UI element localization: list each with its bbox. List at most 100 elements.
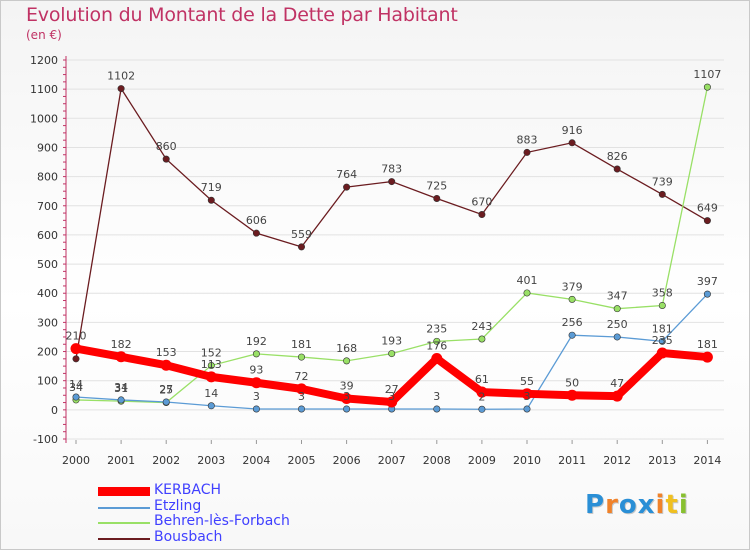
data-label: 14 — [69, 378, 83, 391]
data-point — [523, 405, 531, 413]
data-point — [658, 337, 666, 345]
data-point — [388, 350, 396, 358]
data-label: 379 — [562, 280, 583, 293]
data-label: 256 — [562, 316, 583, 329]
data-label: 739 — [652, 175, 673, 188]
data-point — [297, 243, 305, 251]
data-point — [296, 383, 307, 395]
data-label: 1102 — [107, 70, 135, 83]
data-point — [613, 305, 621, 313]
data-point — [658, 190, 666, 198]
logo-letter: r — [605, 490, 619, 520]
data-label: 235 — [426, 322, 447, 335]
legend-swatch — [98, 487, 150, 496]
data-label: 3 — [298, 390, 305, 403]
chart-title: Evolution du Montant de la Dette par Hab… — [26, 4, 458, 26]
data-point — [297, 405, 305, 413]
data-point — [70, 343, 82, 355]
x-tick-label: 2007 — [378, 454, 406, 467]
legend-item: Behren-lès-Forbach — [98, 513, 358, 530]
data-point — [207, 362, 215, 370]
y-tick-label: 1100 — [30, 83, 58, 96]
legend-swatch — [98, 537, 150, 540]
data-point — [568, 139, 576, 147]
data-point — [252, 405, 260, 413]
data-point — [656, 347, 668, 359]
data-label: 3 — [343, 390, 350, 403]
x-tick-label: 2014 — [693, 454, 721, 467]
data-point — [523, 148, 531, 156]
data-point — [162, 398, 170, 406]
data-point — [613, 333, 621, 341]
data-point — [386, 396, 398, 408]
data-point — [117, 85, 125, 93]
proxiti-logo: Proxiti — [585, 490, 689, 520]
data-label: 3 — [433, 390, 440, 403]
data-point — [388, 178, 396, 186]
x-tick-label: 2005 — [288, 454, 316, 467]
data-label: 152 — [201, 347, 222, 360]
data-point — [478, 335, 486, 343]
data-label: 916 — [562, 124, 583, 137]
data-point — [431, 353, 443, 365]
data-label: 168 — [336, 342, 357, 355]
data-label: 27 — [385, 383, 399, 396]
data-point — [658, 301, 666, 309]
data-label: 649 — [697, 202, 718, 215]
data-point — [478, 211, 486, 219]
data-point — [433, 194, 441, 202]
data-label: 210 — [66, 330, 87, 343]
logo-letter: i — [678, 490, 689, 520]
logo-letter: i — [655, 490, 666, 520]
data-label: 192 — [246, 335, 267, 348]
data-label: 719 — [201, 181, 222, 194]
data-point — [568, 295, 576, 303]
x-tick-label: 2012 — [603, 454, 631, 467]
legend-item: Etzling — [98, 498, 358, 515]
data-point — [117, 396, 125, 404]
data-label: 3 — [388, 390, 395, 403]
data-point — [162, 155, 170, 163]
data-label: 181 — [652, 322, 673, 335]
data-point — [476, 386, 488, 398]
data-label: 182 — [111, 338, 132, 351]
logo-letter: t — [665, 490, 679, 520]
legend-item: KERBACH — [98, 482, 358, 499]
logo-letter: o — [618, 490, 638, 520]
data-label: 3 — [253, 390, 260, 403]
data-label: 397 — [697, 275, 718, 288]
data-label: 55 — [520, 375, 534, 388]
data-label: 34 — [69, 381, 83, 394]
data-label: 181 — [291, 338, 312, 351]
data-label: 113 — [201, 358, 222, 371]
data-point — [343, 357, 351, 365]
data-point — [205, 371, 217, 383]
y-tick-label: 300 — [37, 316, 58, 329]
data-label: 860 — [156, 140, 177, 153]
logo-letter: x — [637, 490, 656, 520]
legend-label: Bousbach — [154, 528, 223, 545]
data-point — [297, 353, 305, 361]
data-label: 34 — [114, 381, 128, 394]
data-point — [115, 351, 127, 363]
data-label: 725 — [426, 179, 447, 192]
y-tick-label: 200 — [37, 346, 58, 359]
data-point — [613, 165, 621, 173]
x-tick-label: 2008 — [423, 454, 451, 467]
y-tick-label: 500 — [37, 258, 58, 271]
data-label: 31 — [114, 382, 128, 395]
x-tick-label: 2006 — [333, 454, 361, 467]
data-point — [611, 390, 623, 402]
legend-label: Behren-lès-Forbach — [154, 513, 290, 529]
data-label: 347 — [607, 290, 628, 303]
data-point — [252, 229, 260, 237]
x-tick-label: 2003 — [197, 454, 225, 467]
data-label: 14 — [204, 387, 218, 400]
data-point — [433, 405, 441, 413]
y-tick-label: 0 — [51, 404, 58, 417]
data-label: 783 — [381, 163, 402, 176]
data-point — [478, 405, 486, 413]
chart-subtitle: (en €) — [26, 28, 62, 42]
data-point — [160, 359, 172, 371]
